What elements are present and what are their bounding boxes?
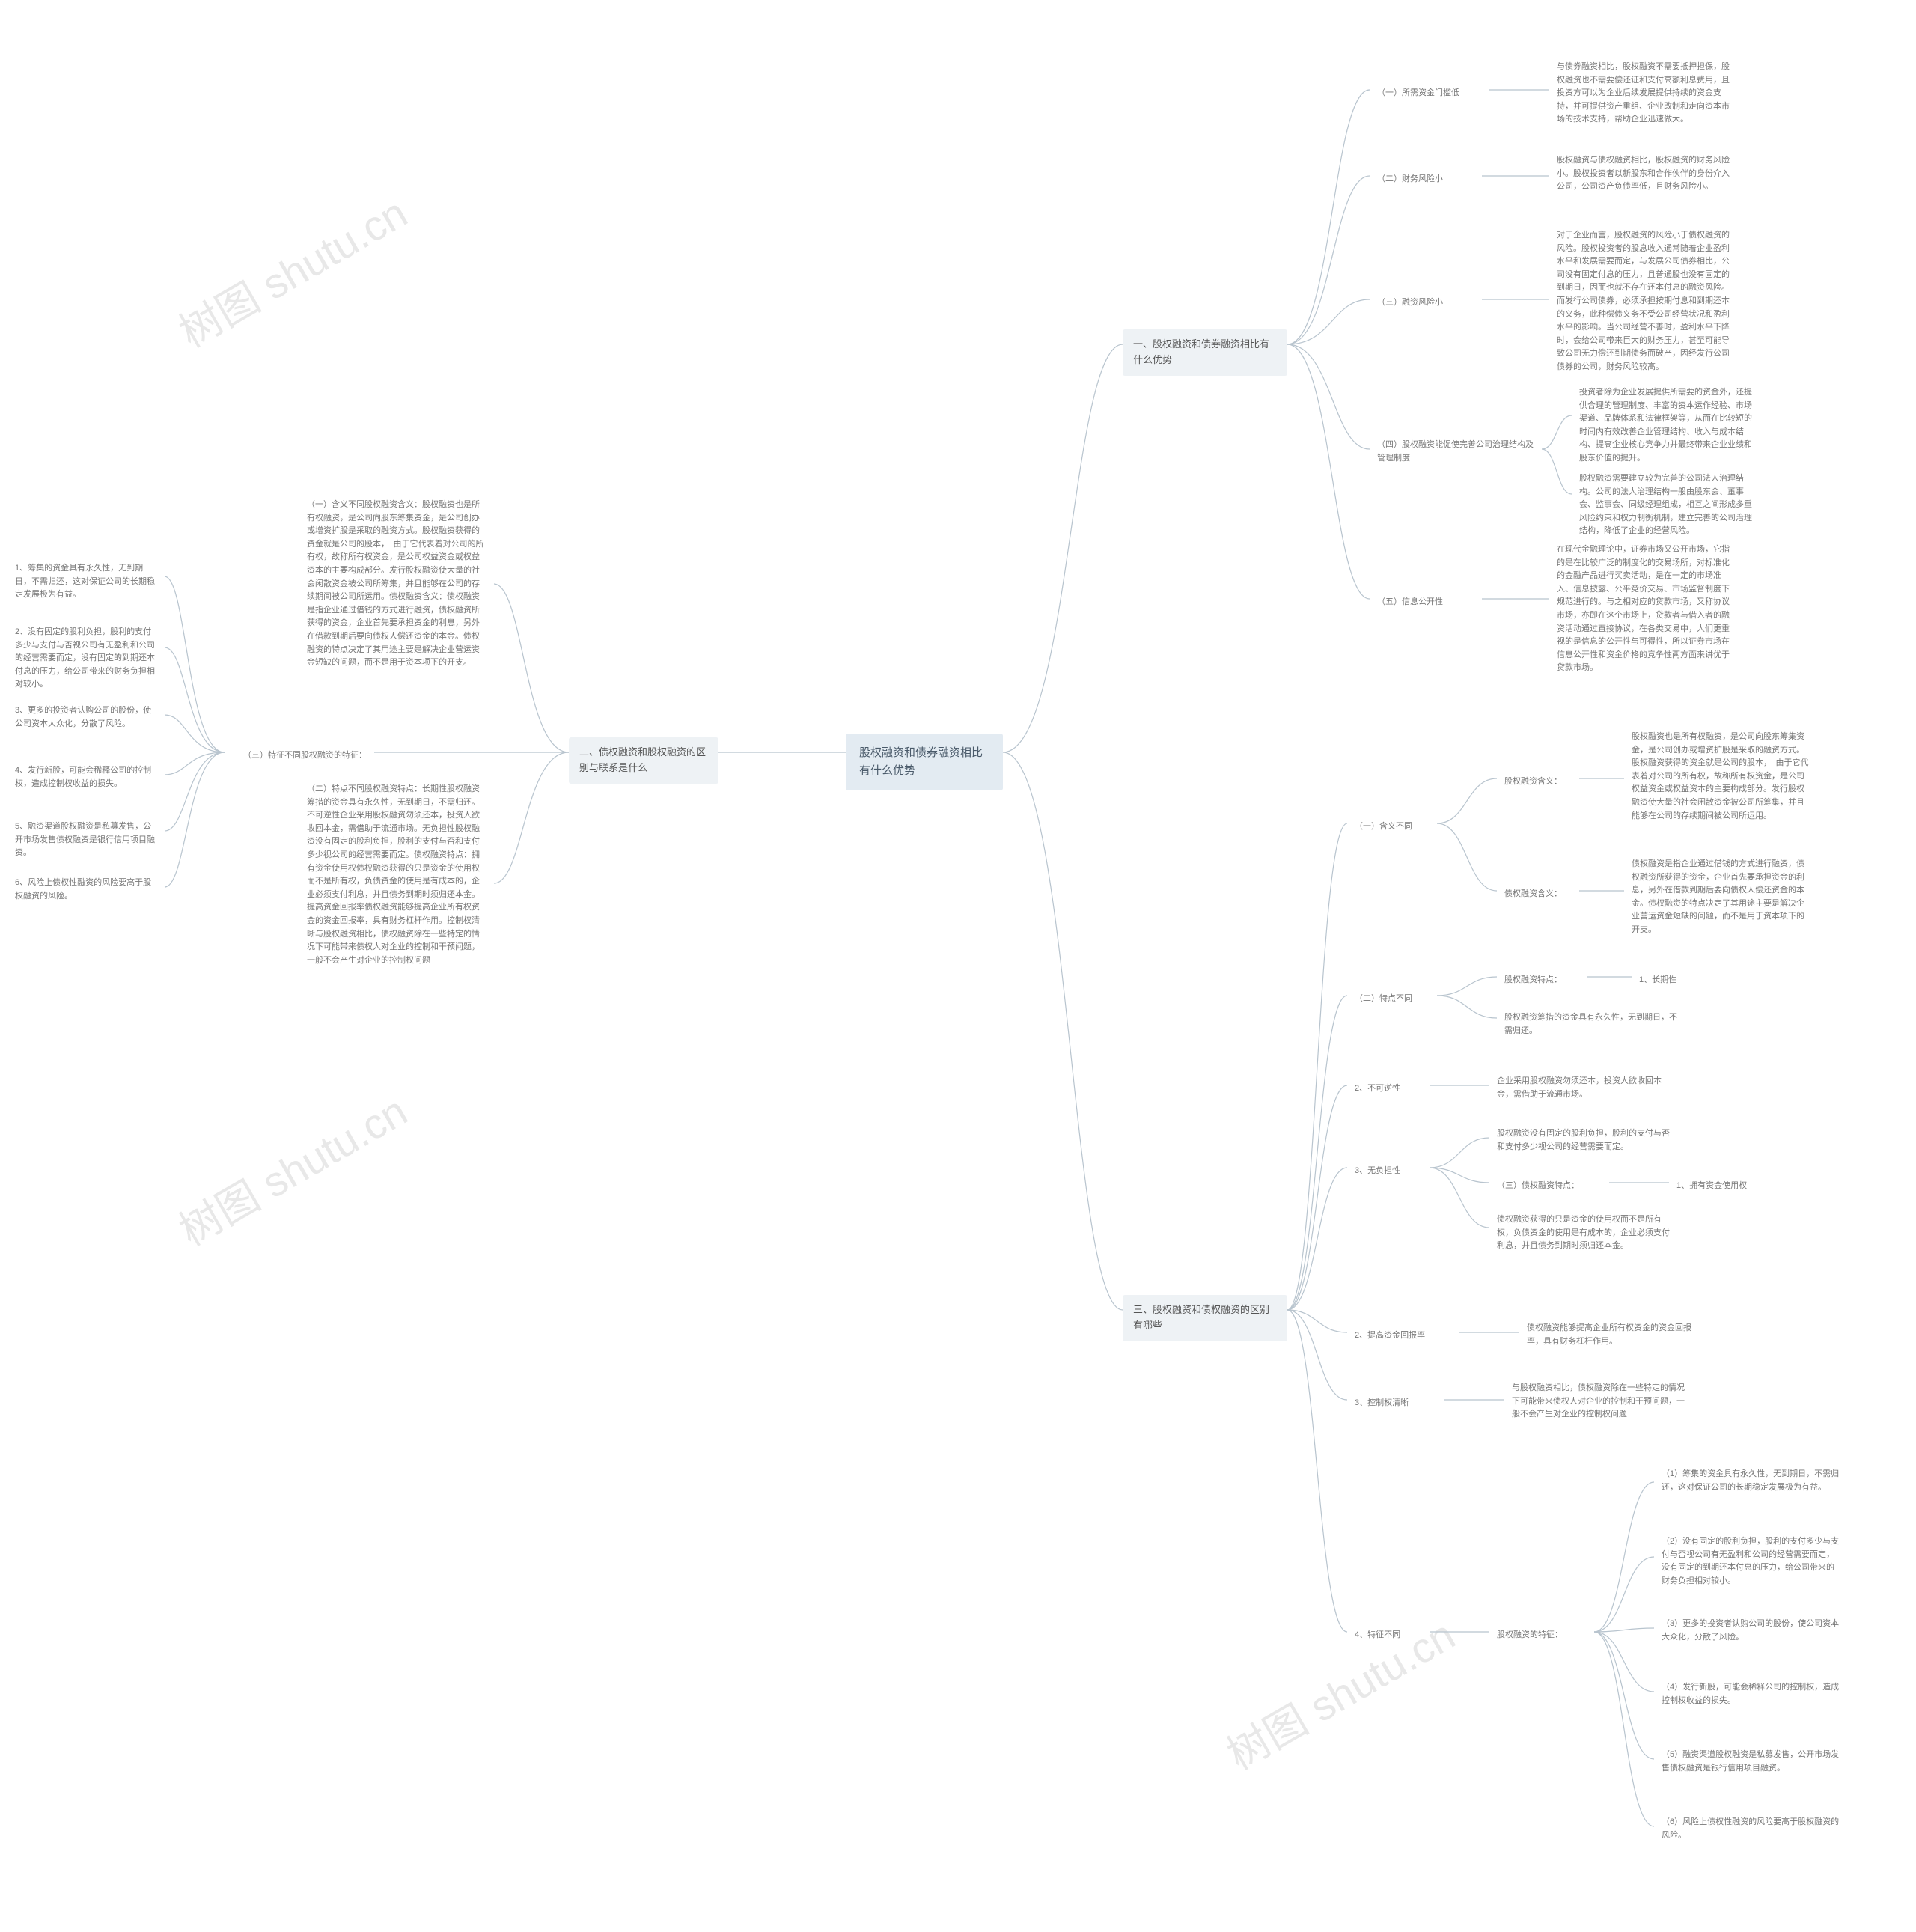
b1-n1: （一）所需资金门槛低 [1370, 82, 1467, 105]
watermark: 树图 shutu.cn [166, 1079, 416, 1258]
b1-n4: （四）股权融资能促使完善公司治理结构及管理制度 [1370, 434, 1542, 469]
b1-n2: （二）财务风险小 [1370, 168, 1450, 191]
b3-n2a-l: 股权融资特点： [1497, 969, 1569, 992]
b1-n2-desc: 股权融资与债权融资相比，股权融资的财务风险小。股权投资者以新股东和合作伙伴的身份… [1549, 150, 1744, 198]
b3-n6-i4: （4）发行新股，可能会稀释公司的控制权，造成控制权收益的损失。 [1654, 1677, 1849, 1712]
b2n3-i5: 5、融资渠道股权融资是私募发售，公开市场发售债权融资是银行信用项目融资。 [7, 816, 165, 865]
b2n3-i2: 2、没有固定的股利负担，股利的支付多少与支付与否视公司有无盈利和公司的经营需要而… [7, 621, 165, 696]
branch-3[interactable]: 三、股权融资和债权融资的区别有哪些 [1123, 1295, 1287, 1341]
b3-no2: 2、不可逆性 [1347, 1078, 1408, 1100]
b3-n6: 4、特征不同 [1347, 1624, 1408, 1647]
root-node[interactable]: 股权融资和债券融资相比有什么优势 [846, 734, 1003, 790]
b3-n6-i5: （5）融资渠道股权融资是私募发售，公开市场发售债权融资是银行信用项目融资。 [1654, 1744, 1849, 1779]
b1-n4-d1: 投资者除为企业发展提供所需要的资金外，还提供合理的管理制度、丰富的资本运作经验、… [1572, 382, 1766, 470]
b3-n1: （一）含义不同 [1347, 816, 1420, 838]
b3-no3-c: 债权融资获得的只是资金的使用权而不是所有权，负债资金的使用是有成本的，企业必须支… [1489, 1209, 1684, 1258]
b2n3-i1: 1、筹集的资金具有永久性，无到期日，不需归还，这对保证公司的长期稳定发展极为有益… [7, 558, 165, 606]
b3-n1b-l: 债权融资含义： [1497, 883, 1569, 906]
b3-n6-i2: （2）没有固定的股利负担，股利的支付多少与支付与否视公司有无盈利和公司的经营需要… [1654, 1531, 1849, 1592]
branch2-n3: （三）特征不同股权融资的特征： [225, 745, 374, 767]
b2n3-i4: 4、发行新股，可能会稀释公司的控制权，造成控制权收益的损失。 [7, 760, 165, 795]
b1-n1-desc: 与债券融资相比，股权融资不需要抵押担保，股权融资也不需要偿还证和支付高额利息费用… [1549, 56, 1744, 131]
branch2-n2: （二）特点不同股权融资特点：长期性股权融资筹措的资金具有永久性，无到期日，不需归… [299, 778, 494, 972]
b1-n5-desc: 在现代金融理论中，证券市场又公开市场，它指的是在比较广泛的制度化的交易场所，对标… [1549, 539, 1744, 680]
b3-n1b-d: 债权融资是指企业通过借钱的方式进行融资，债权融资所获得的资金，企业首先要承担资金… [1624, 853, 1819, 942]
b3-no3: 3、无负担性 [1347, 1160, 1408, 1183]
watermark: 树图 shutu.cn [166, 180, 416, 360]
b2n3-i3: 3、更多的投资者认购公司的股份，使公司资本大众化，分散了风险。 [7, 700, 165, 735]
b3-n6-i3: （3）更多的投资者认购公司的股份，使公司资本大众化，分散了风险。 [1654, 1613, 1849, 1648]
b3-no3-b: （三）债权融资特点： [1489, 1175, 1587, 1198]
b3-no3-a: 股权融资没有固定的股利负担，股利的支付与否和支付多少视公司的经营需要而定。 [1489, 1123, 1684, 1158]
b1-n4-d2: 股权融资需要建立较为完善的公司法人治理结构。公司的法人治理结构一般由股东会、董事… [1572, 468, 1766, 543]
branch2-n1: （一）含义不同股权融资含义：股权融资也是所有权融资，是公司向股东筹集资金，是公司… [299, 494, 494, 674]
b3-n4-d: 债权融资能够提高企业所有权资金的资金回报率，具有财务杠杆作用。 [1519, 1317, 1714, 1353]
watermark: 树图 shutu.cn [1214, 1603, 1464, 1782]
b1-n3: （三）融资风险小 [1370, 292, 1450, 314]
b3-n6-i1: （1）筹集的资金具有永久性，无到期日，不需归还，这对保证公司的长期稳定发展极为有… [1654, 1463, 1849, 1499]
b3-n1a-d: 股权融资也是所有权融资，是公司向股东筹集资金，是公司创办或增资扩股是采取的融资方… [1624, 726, 1819, 827]
b3-n5: 3、控制权清晰 [1347, 1392, 1416, 1415]
b3-n2b: 股权融资筹措的资金具有永久性，无到期日，不需归还。 [1497, 1007, 1691, 1042]
b3-n2: （二）特点不同 [1347, 988, 1420, 1011]
b3-n1a-l: 股权融资含义： [1497, 771, 1569, 793]
branch-2[interactable]: 二、债权融资和股权融资的区别与联系是什么 [569, 737, 718, 784]
b3-n4: 2、提高资金回报率 [1347, 1325, 1433, 1347]
branch-1[interactable]: 一、股权融资和债券融资相比有什么优势 [1123, 329, 1287, 376]
b3-n5-d: 与股权融资相比，债权融资除在一些特定的情况下可能带来债权人对企业的控制和干预问题… [1504, 1377, 1699, 1426]
b2n3-i6: 6、风险上债权性融资的风险要高于股权融资的风险。 [7, 872, 165, 907]
b1-n5: （五）信息公开性 [1370, 591, 1450, 614]
b3-no2-d: 企业采用股权融资勿须还本，投资人欲收回本金，需借助于流通市场。 [1489, 1070, 1684, 1106]
b3-n2a-s: 1、长期性 [1632, 969, 1684, 992]
b3-no3-bs: 1、拥有资金使用权 [1669, 1175, 1754, 1198]
b3-n6-sub: 股权融资的特征： [1489, 1624, 1570, 1647]
b1-n3-desc: 对于企业而言，股权融资的风险小于债权融资的风险。股权投资者的股息收入通常随着企业… [1549, 225, 1744, 379]
b3-n6-i6: （6）风险上债权性融资的风险要高于股权融资的风险。 [1654, 1811, 1849, 1847]
